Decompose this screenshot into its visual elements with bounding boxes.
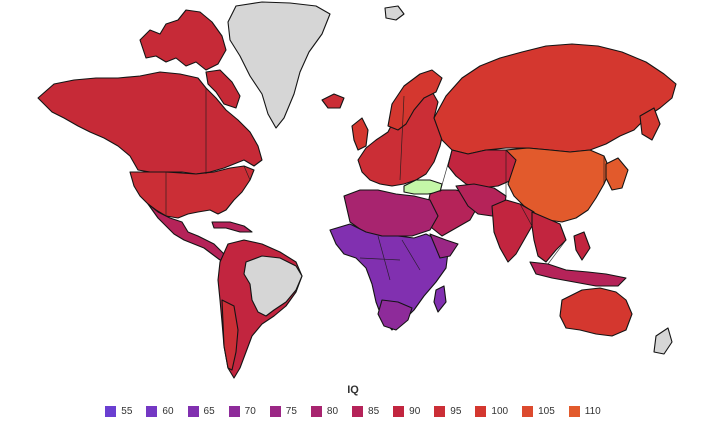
legend-swatch	[269, 406, 281, 417]
australia	[559, 287, 633, 337]
legend-label: 75	[285, 406, 297, 417]
legend-swatch	[187, 406, 199, 417]
legend-label: 110	[584, 406, 601, 417]
indonesia	[529, 261, 627, 287]
legend-swatch	[475, 406, 487, 417]
southern-africa	[377, 299, 413, 331]
legend-label: 85	[368, 406, 380, 417]
iceland	[321, 93, 345, 109]
legend-label: 65	[203, 406, 215, 417]
british-isles	[351, 117, 369, 151]
legend-label: 70	[244, 406, 256, 417]
legend-label: 95	[450, 406, 462, 417]
legend-label: 60	[162, 406, 174, 417]
legend-swatch	[352, 406, 364, 417]
legend-item: 80	[310, 406, 339, 417]
india	[491, 199, 535, 263]
legend-item: 75	[269, 406, 297, 417]
baffin-island	[205, 69, 241, 109]
legend-swatch	[393, 406, 405, 417]
caribbean	[211, 221, 253, 233]
legend: 55 60 65 70 75 80 85 90 95 100 105 110	[0, 406, 706, 417]
legend-item: 65	[187, 406, 215, 417]
greenland	[227, 1, 331, 129]
borders	[165, 88, 605, 281]
arctic-archipelago	[139, 9, 227, 71]
scandinavia	[387, 69, 443, 131]
philippines	[573, 231, 591, 261]
legend-swatch	[522, 406, 534, 417]
legend-swatch	[568, 406, 580, 417]
legend-item: 110	[568, 406, 601, 417]
map-canvas	[37, 1, 677, 379]
madagascar	[433, 285, 447, 313]
korea-japan	[605, 157, 629, 191]
legend-swatch	[228, 406, 240, 417]
legend-item: 60	[146, 406, 174, 417]
southeast-asia	[531, 211, 567, 263]
legend-swatch	[146, 406, 158, 417]
legend-label: 80	[326, 406, 339, 417]
brazil-no-data	[243, 255, 303, 317]
legend-label: 55	[121, 406, 133, 417]
legend-swatch	[434, 406, 446, 417]
united-states	[129, 165, 255, 219]
horn-of-africa	[429, 233, 459, 259]
legend-item: 90	[393, 406, 420, 417]
legend-title: IQ	[347, 384, 359, 396]
russia	[433, 43, 677, 155]
legend-item: 95	[434, 406, 461, 417]
svalbard	[384, 5, 405, 21]
legend-item: 105	[522, 406, 555, 417]
legend-label: 90	[409, 406, 421, 417]
legend-swatch	[105, 406, 117, 417]
andes-west	[221, 299, 239, 371]
legend-item: 85	[352, 406, 379, 417]
legend-item: 55	[105, 406, 132, 417]
legend-label: 105	[538, 406, 555, 417]
legend-swatch	[310, 406, 322, 417]
new-zealand	[653, 327, 673, 355]
legend-label: 100	[491, 406, 509, 417]
legend-item: 70	[228, 406, 256, 417]
china-mongolia	[505, 147, 611, 223]
kamchatka	[639, 107, 661, 141]
legend-item: 100	[475, 406, 508, 417]
